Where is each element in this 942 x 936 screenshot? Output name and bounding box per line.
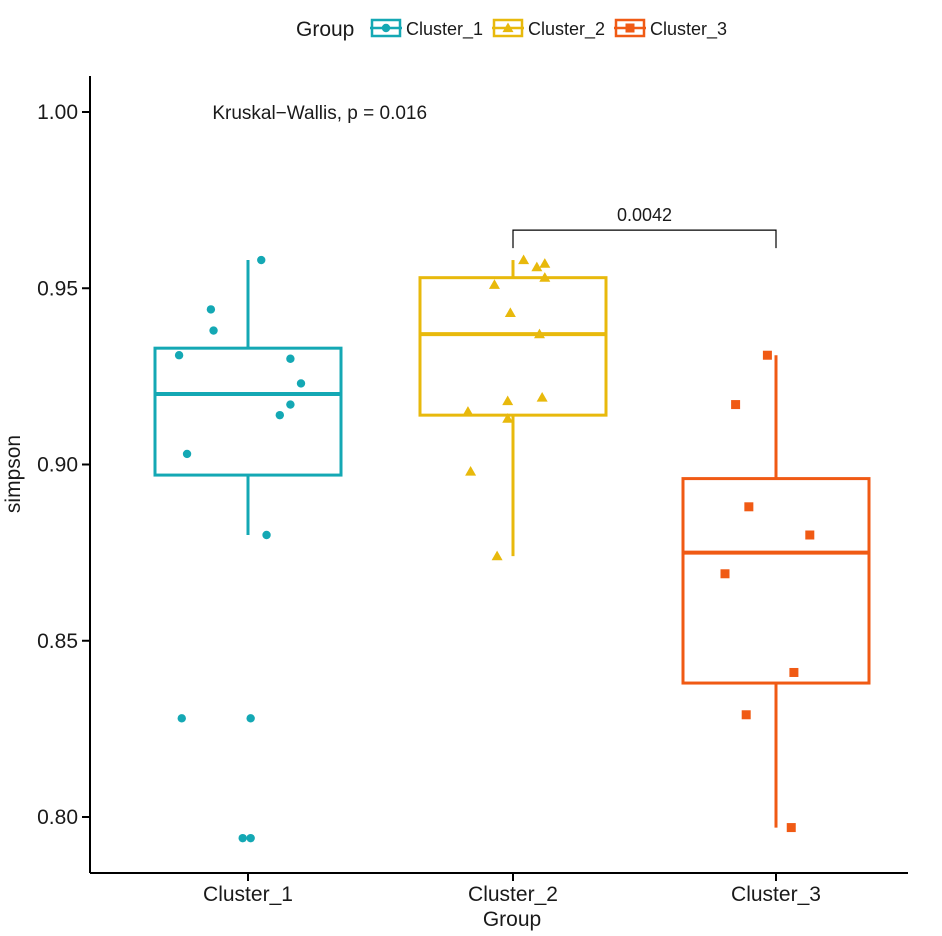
box-cluster-3 [681,355,871,828]
data-point [209,326,218,335]
legend-title: Group [296,18,354,41]
data-point [805,530,815,540]
data-point [491,550,503,561]
box-iqr [418,276,608,417]
data-point [246,714,255,723]
legend-entry-cluster-3: Cluster_3 [614,18,727,40]
data-point [539,258,551,268]
data-point [536,392,548,402]
box-cluster-2 [418,260,608,557]
box-iqr [153,346,343,477]
legend-key-marker [381,23,391,33]
data-point [177,714,186,723]
y-axis-ticks: 0.80 0.85 0.90 0.95 1.00 [37,101,90,829]
data-point [539,272,551,282]
data-point [786,823,796,833]
legend-entries: Cluster_1 Cluster_2 Cluster_3 [370,18,727,40]
x-axis-ticks: Cluster_1 Cluster_2 Cluster_3 [203,873,821,906]
data-point [720,569,730,579]
y-tick-label: 1.00 [37,101,78,124]
legend-key-marker [625,23,635,33]
x-tick-label: Cluster_3 [731,883,821,906]
data-point [238,833,247,843]
kruskal-wallis-annotation: Kruskal−Wallis, p = 0.016 [212,103,427,124]
data-point [174,351,184,360]
data-point [762,350,772,360]
data-point [206,305,216,314]
data-point [534,328,545,339]
jitter-points [174,254,815,843]
data-point [502,395,514,406]
legend-entry-cluster-2: Cluster_2 [492,18,605,40]
data-point [731,400,741,410]
box-cluster-1 [153,260,343,535]
plot-area: 0.800.850.900.951.00 Cluster_1 Cluster_2 C… [37,76,908,906]
legend-label: Cluster_2 [528,19,605,40]
data-point [504,307,516,318]
bracket-line [512,229,777,249]
legend-entry-cluster-1: Cluster_1 [370,18,483,40]
data-point [531,261,543,272]
data-point [296,379,306,388]
data-point [741,710,751,720]
y-tick-label: 0.90 [37,454,78,477]
y-tick-label: 0.95 [37,277,78,300]
legend-key-marker [502,22,514,33]
box-series [153,260,871,828]
data-point [789,667,799,677]
data-point [257,255,266,265]
data-point [488,279,500,289]
box-iqr [681,477,871,685]
y-tick-label: 0.80 [37,806,78,829]
data-point [462,406,474,416]
x-axis-title: Group [483,908,541,931]
data-point [518,254,530,265]
y-axis-title: simpson [2,435,25,513]
y-tick-label: 0.85 [37,630,78,653]
data-point [275,410,284,420]
data-point [502,413,514,423]
data-point [744,502,754,512]
x-tick-label: Cluster_1 [203,883,293,906]
x-tick-label: Cluster_2 [468,883,558,906]
legend: Group Cluster_1 Cluster_2 Cluster_3 [296,18,727,41]
bracket-p-value: 0.0042 [617,205,672,225]
legend-label: Cluster_3 [650,19,727,40]
data-point [286,354,295,363]
data-point [246,833,255,843]
significance-bracket: 0.0042 [512,205,777,249]
legend-label: Cluster_1 [406,19,483,40]
data-point [262,530,271,540]
data-point [465,466,477,476]
data-point [286,400,295,409]
data-point [182,449,192,459]
